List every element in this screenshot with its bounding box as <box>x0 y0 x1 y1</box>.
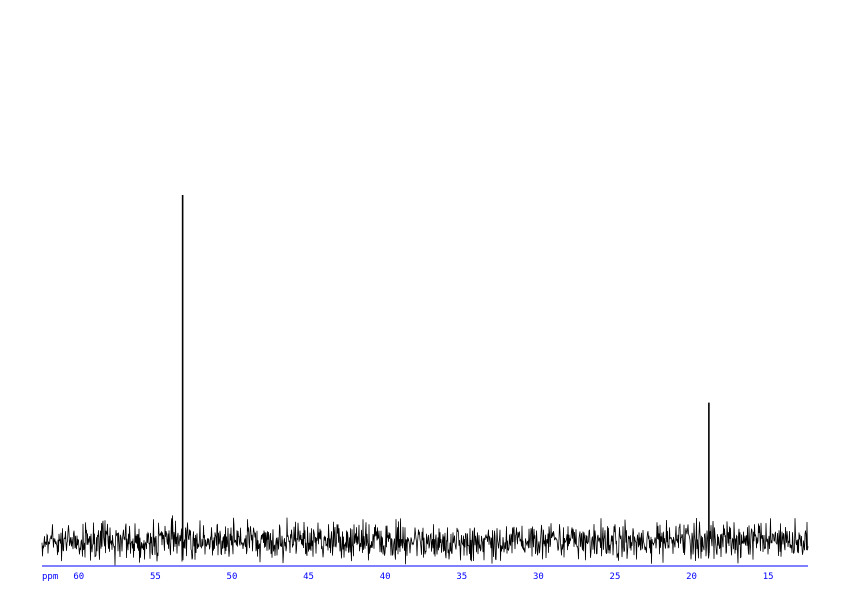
x-tick-label: 50 <box>227 572 238 582</box>
x-tick-label: 55 <box>150 572 161 582</box>
x-tick-label: 20 <box>686 572 697 582</box>
x-tick-label: 35 <box>456 572 467 582</box>
x-axis-label: ppm <box>42 572 58 582</box>
baseline-noise <box>41 515 809 566</box>
x-tick-label: 60 <box>73 572 84 582</box>
x-tick-label: 40 <box>380 572 391 582</box>
spectrum-trace <box>41 195 809 566</box>
x-tick-label: 25 <box>610 572 621 582</box>
x-tick-label: 45 <box>303 572 314 582</box>
x-axis-ticks: 60 55 50 45 40 35 30 25 20 15 <box>73 572 773 582</box>
x-tick-label: 15 <box>763 572 774 582</box>
x-tick-label: 30 <box>533 572 544 582</box>
